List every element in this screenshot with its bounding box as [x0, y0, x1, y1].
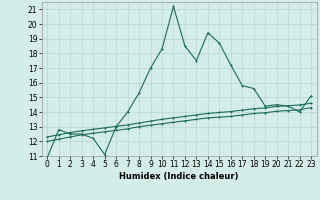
X-axis label: Humidex (Indice chaleur): Humidex (Indice chaleur)	[119, 172, 239, 181]
